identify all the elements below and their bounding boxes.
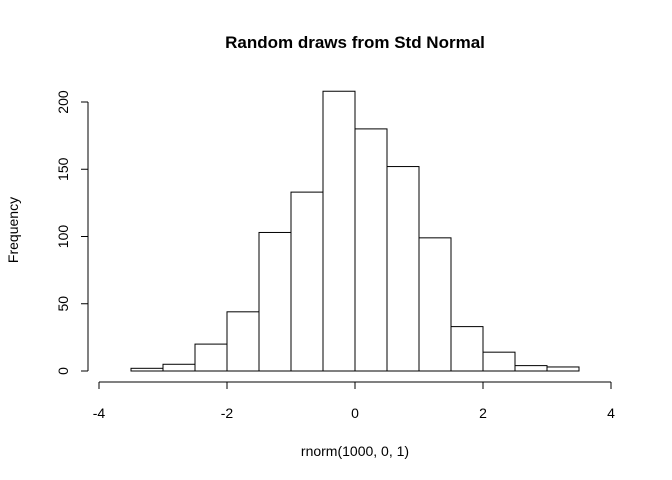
histogram-bar — [418, 237, 452, 372]
y-tick-label: 50 — [55, 296, 71, 312]
x-axis: -4 -2 0 2 4 — [93, 381, 615, 421]
histogram-bar — [482, 351, 516, 372]
x-tick-label: 2 — [479, 405, 487, 421]
histogram-bar — [162, 363, 196, 372]
x-axis-label: rnorm(1000, 0, 1) — [301, 443, 409, 459]
x-tick-label: 4 — [607, 405, 615, 421]
y-tick-label: 150 — [55, 157, 71, 181]
x-tick-label: -2 — [221, 405, 234, 421]
histogram-bar — [450, 326, 484, 372]
y-tick-label: 0 — [55, 367, 71, 375]
x-tick-label: -4 — [93, 405, 106, 421]
y-tick-label: 100 — [55, 225, 71, 249]
histogram-bar — [226, 311, 260, 372]
histogram-bar — [290, 191, 324, 372]
y-axis: 0 50 100 150 200 — [55, 90, 89, 375]
histogram-bar — [514, 365, 548, 372]
y-tick-label: 200 — [55, 90, 71, 114]
histogram-bar — [194, 343, 228, 372]
histogram-bar — [354, 128, 388, 372]
chart-title: Random draws from Std Normal — [225, 33, 485, 52]
x-tick-label: 0 — [351, 405, 359, 421]
histogram-bar — [130, 367, 164, 372]
histogram-bar — [386, 166, 420, 372]
y-axis-label: Frequency — [5, 197, 21, 263]
histogram-bar — [258, 231, 292, 372]
bars-group — [130, 90, 580, 372]
histogram-bar — [322, 90, 356, 372]
histogram-bar — [546, 366, 580, 372]
